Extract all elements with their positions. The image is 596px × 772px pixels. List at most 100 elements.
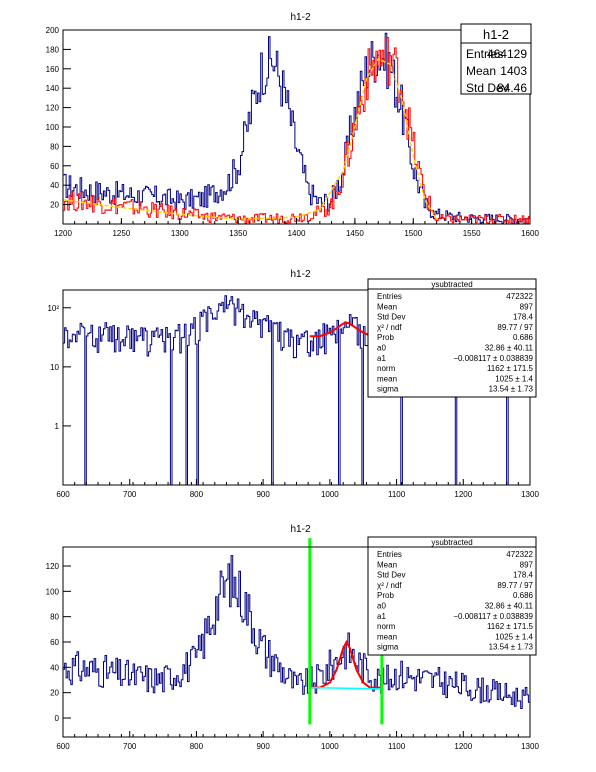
stats-value: −0.008117 ± 0.038839 [453,354,533,363]
stats-label: a0 [377,602,386,611]
x-tick-label: 1300 [521,742,539,751]
y-tick-label: 1 [55,422,60,431]
stats-label: χ² / ndf [377,323,402,332]
stats-value: 89.77 / 97 [497,581,533,590]
x-tick-label: 1100 [388,490,406,499]
stats-value: 1403 [500,64,527,78]
plot-title: h1-2 [290,12,310,23]
plot-data-area [63,32,530,224]
stats-title: ysubtracted [431,280,472,289]
stats-label: Std Dev [466,81,509,95]
x-tick-label: 700 [123,742,137,751]
stats-box-frame [460,23,532,95]
x-tick-label: 1100 [388,742,406,751]
stats-value: 32.86 ± 40.11 [485,602,534,611]
y-tick-label: 0 [55,714,60,723]
x-tick-label: 1550 [463,229,481,238]
stats-label: mean [377,374,397,383]
x-tick-label: 1250 [112,229,130,238]
plot-title: h1-2 [290,524,310,535]
stats-label: sigma [377,643,399,652]
stats-value: 472322 [506,550,533,559]
stats-value: 89.77 / 97 [497,323,533,332]
line-series-3 [309,686,382,690]
stats-title: h1-2 [483,27,509,42]
stats-value: 897 [520,560,534,569]
stats-value: 472322 [506,292,533,301]
y-tick-label: 180 [46,45,60,54]
x-tick-label: 1500 [404,229,422,238]
stats-value: 178.4 [513,313,534,322]
stats-value: 1025 ± 1.4 [495,374,533,383]
y-tick-label: 20 [50,689,59,698]
stats-box: ysubtracted Entries 472322 Mean 897 Std Dev 17… [367,536,537,656]
stats-box: ysubtracted Entries 472322 Mean 897 Std Dev 17… [367,278,537,398]
stats-label: Mean [377,560,397,569]
stats-value: −0.008117 ± 0.038839 [453,612,533,621]
x-tick-label: 600 [56,742,70,751]
stats-value: 178.4 [513,571,534,580]
stats-label: Std Dev [377,313,405,322]
x-tick-label: 1300 [521,490,539,499]
y-tick-label: 100 [46,587,60,596]
y-tick-label: 120 [46,562,60,571]
stats-label: Entries [377,292,402,301]
y-tick-label: 80 [50,142,59,151]
stats-value: 0.686 [513,333,534,342]
stats-label: Prob [377,591,394,600]
stats-label: Mean [377,302,397,311]
histogram-series-2 [63,37,530,224]
fit-curve-2 [309,639,382,689]
plot-data-area [63,555,530,709]
stats-label: Entries [377,550,402,559]
chart-panel-3: h1-2 600 700 800 900 1000 1100 1200 1300 0 20 40 60 8… [46,524,540,751]
stats-value: 1162 ± 171.5 [487,622,534,631]
histogram-series-1 [63,32,530,224]
x-tick-label: 1000 [321,742,339,751]
stats-label: Std Dev [377,571,405,580]
stats-label: a1 [377,612,386,621]
chart-panel-2: h1-2 600 700 800 900 1000 1100 1200 1300 1 10 10² ys… [47,269,539,499]
x-tick-label: 1200 [54,229,72,238]
y-tick-label: 60 [50,162,59,171]
y-tick-label: 10 [50,363,59,372]
stats-label: mean [377,632,397,641]
stats-value: 32.86 ± 40.11 [485,344,534,353]
x-tick-label: 1000 [321,490,339,499]
y-tick-label: 40 [50,663,59,672]
x-tick-label: 700 [123,490,137,499]
stats-label: norm [377,622,396,631]
chart-panel-1: h1-2 1200 1250 1300 1350 1400 1450 1500 1550 1600… [46,12,540,238]
stats-label: a1 [377,354,386,363]
stats-value: 464129 [487,47,527,61]
stats-value: 897 [520,302,534,311]
stats-label: a0 [377,344,386,353]
y-tick-label: 100 [46,123,60,132]
stats-value: 1162 ± 171.5 [487,364,534,373]
x-tick-label: 900 [256,742,270,751]
x-tick-label: 800 [190,742,204,751]
stats-box-frame [367,278,537,398]
stats-label: Mean [466,64,496,78]
x-tick-label: 600 [56,490,70,499]
x-tick-label: 1200 [454,490,472,499]
x-tick-label: 900 [256,490,270,499]
x-tick-label: 800 [190,490,204,499]
y-tick-label: 10² [47,304,59,313]
x-tick-label: 1200 [454,742,472,751]
stats-value: 13.54 ± 1.73 [489,385,534,394]
stats-value: 0.686 [513,591,534,600]
stats-label: Prob [377,333,394,342]
x-tick-label: 1300 [171,229,189,238]
stats-title: ysubtracted [431,538,472,547]
stats-value: 13.54 ± 1.73 [489,643,534,652]
stats-value: 1025 ± 1.4 [495,632,533,641]
x-tick-label: 1450 [346,229,364,238]
stats-label: Entries [466,47,503,61]
y-tick-label: 60 [50,638,59,647]
stats-label: sigma [377,385,399,394]
x-tick-label: 1350 [229,229,247,238]
x-tick-label: 1600 [521,229,539,238]
